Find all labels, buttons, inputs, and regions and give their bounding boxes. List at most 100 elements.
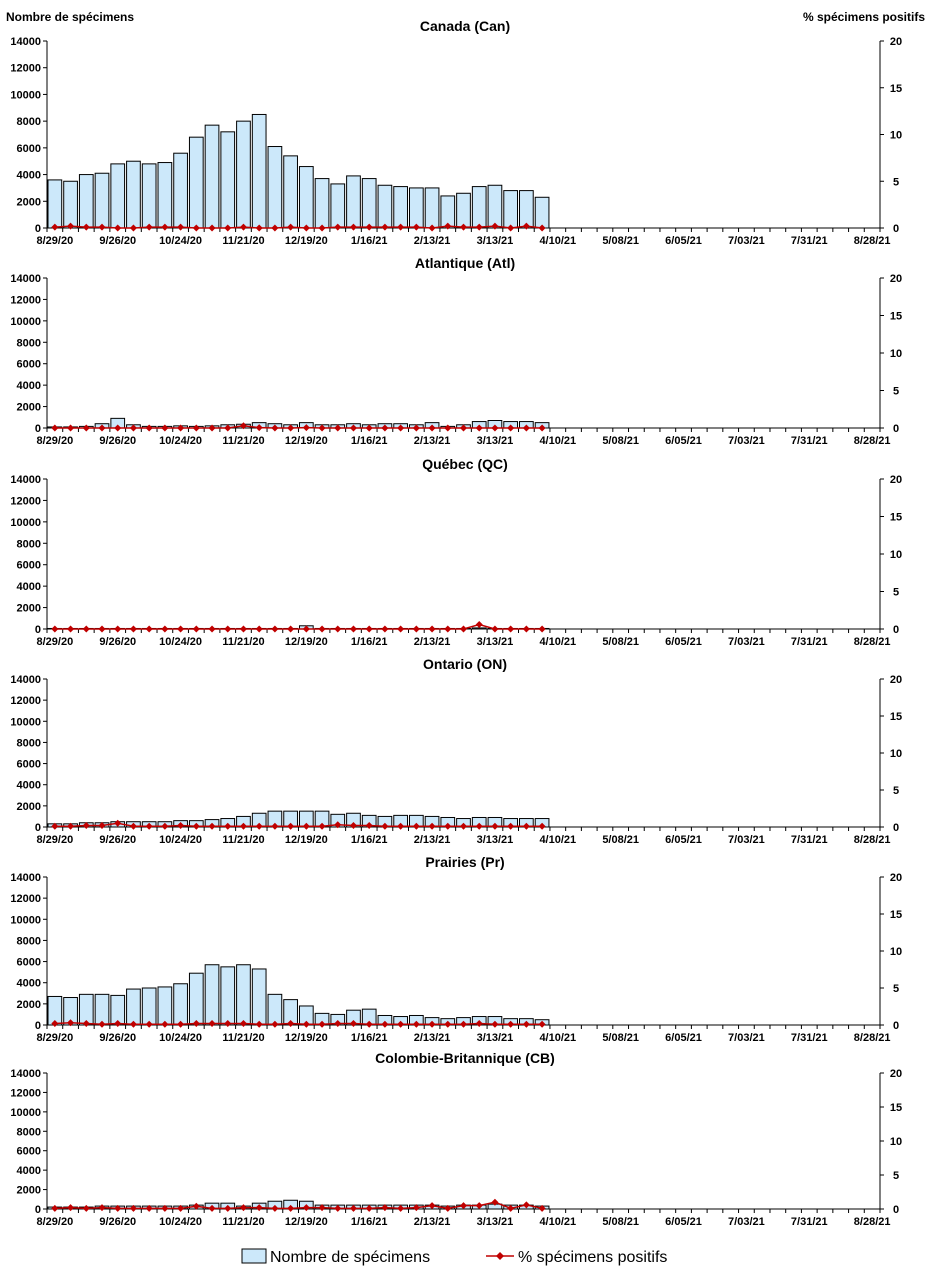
percent-point: [51, 822, 59, 830]
y2-tick-label: 0: [893, 223, 899, 235]
y2-tick-label: 20: [890, 674, 902, 686]
percent-point: [318, 224, 326, 232]
y-tick-label: 12000: [10, 893, 41, 905]
percent-point: [397, 424, 405, 432]
percent-point: [318, 822, 326, 830]
y2-tick-label: 15: [890, 311, 902, 323]
x-tick-label: 6/05/21: [665, 636, 702, 648]
percent-point: [177, 223, 185, 231]
percent-point: [51, 1020, 59, 1028]
percent-point: [412, 223, 420, 231]
x-tick-label: 7/31/21: [791, 235, 828, 247]
percent-point: [271, 224, 279, 232]
percent-point: [507, 224, 515, 232]
y-tick-label: 0: [35, 822, 41, 834]
y-tick-label: 12000: [10, 495, 41, 507]
percent-point: [145, 625, 153, 633]
panel-title: Ontario (ON): [423, 656, 507, 672]
x-tick-label: 7/03/21: [728, 235, 765, 247]
percent-point: [239, 223, 247, 231]
y2-tick-label: 20: [890, 1068, 902, 1080]
percent-point: [302, 224, 310, 232]
percent-point: [161, 822, 169, 830]
percent-point: [255, 822, 263, 830]
percent-point: [145, 223, 153, 231]
x-tick-label: 1/16/21: [351, 834, 388, 846]
bar: [393, 186, 408, 229]
percent-point: [192, 625, 200, 633]
percent-point: [444, 625, 452, 633]
percent-point: [397, 1020, 405, 1028]
x-tick-label: 1/16/21: [351, 1216, 388, 1228]
y-tick-label: 4000: [17, 581, 41, 593]
y-tick-label: 12000: [10, 294, 41, 306]
bar: [534, 196, 550, 229]
percent-point: [255, 625, 263, 633]
bar: [267, 146, 283, 229]
percent-point: [224, 1020, 232, 1028]
percent-point: [51, 1204, 59, 1212]
percent-point: [381, 822, 389, 830]
percent-point: [255, 424, 263, 432]
x-tick-label: 4/10/21: [539, 435, 576, 447]
panel-5: Colombie-Britannique (CB) 0 2000 4000 6000 80…: [10, 1050, 902, 1228]
percent-point: [239, 625, 247, 633]
percent-point: [67, 625, 75, 633]
percent-point: [208, 424, 216, 432]
percent-point: [302, 625, 310, 633]
bar: [188, 972, 204, 1026]
percent-point: [397, 822, 405, 830]
percent-point: [381, 1020, 389, 1028]
percent-point: [82, 1020, 90, 1028]
x-tick-label: 4/10/21: [539, 1216, 576, 1228]
percent-point: [538, 224, 546, 232]
bar: [141, 987, 157, 1026]
percent-point: [145, 822, 153, 830]
y-tick-label: 12000: [10, 1087, 41, 1099]
y-tick-label: 2000: [17, 196, 41, 208]
y-tick-label: 8000: [17, 337, 41, 349]
percent-point: [365, 1020, 373, 1028]
x-tick-label: 3/13/21: [477, 834, 514, 846]
y-tick-label: 4000: [17, 170, 41, 182]
x-tick-label: 11/21/20: [222, 1216, 264, 1228]
x-tick-label: 9/26/20: [99, 636, 136, 648]
percent-point: [177, 1204, 185, 1212]
percent-point: [302, 424, 310, 432]
bar: [361, 178, 377, 229]
percent-point: [114, 819, 122, 827]
y-tick-label: 2000: [17, 801, 41, 813]
percent-point: [192, 822, 200, 830]
x-tick-label: 2/13/21: [414, 435, 451, 447]
y-tick-label: 0: [35, 423, 41, 435]
y-tick-label: 4000: [17, 978, 41, 990]
y-tick-label: 6000: [17, 957, 41, 969]
x-tick-label: 7/03/21: [728, 834, 765, 846]
legend-bar-swatch: [241, 1248, 267, 1264]
x-tick-label: 7/31/21: [791, 435, 828, 447]
percent-point: [381, 424, 389, 432]
percent-point: [82, 822, 90, 830]
percent-point: [177, 822, 185, 830]
percent-point: [349, 822, 357, 830]
percent-point: [98, 1020, 106, 1028]
x-tick-label: 5/08/21: [602, 1032, 639, 1044]
percent-point: [224, 424, 232, 432]
y2-tick-label: 0: [893, 624, 899, 636]
percent-point: [161, 223, 169, 231]
x-tick-label: 1/16/21: [351, 636, 388, 648]
percent-point: [287, 424, 295, 432]
percent-point: [475, 1202, 483, 1210]
x-tick-label: 9/26/20: [99, 1032, 136, 1044]
x-tick-label: 7/31/21: [791, 834, 828, 846]
bar: [47, 179, 63, 229]
percent-point: [507, 1204, 515, 1212]
percent-point: [82, 223, 90, 231]
x-tick-label: 3/13/21: [477, 636, 514, 648]
percent-point: [538, 625, 546, 633]
percent-point: [82, 625, 90, 633]
percent-point: [428, 1020, 436, 1028]
percent-point: [287, 1204, 295, 1212]
